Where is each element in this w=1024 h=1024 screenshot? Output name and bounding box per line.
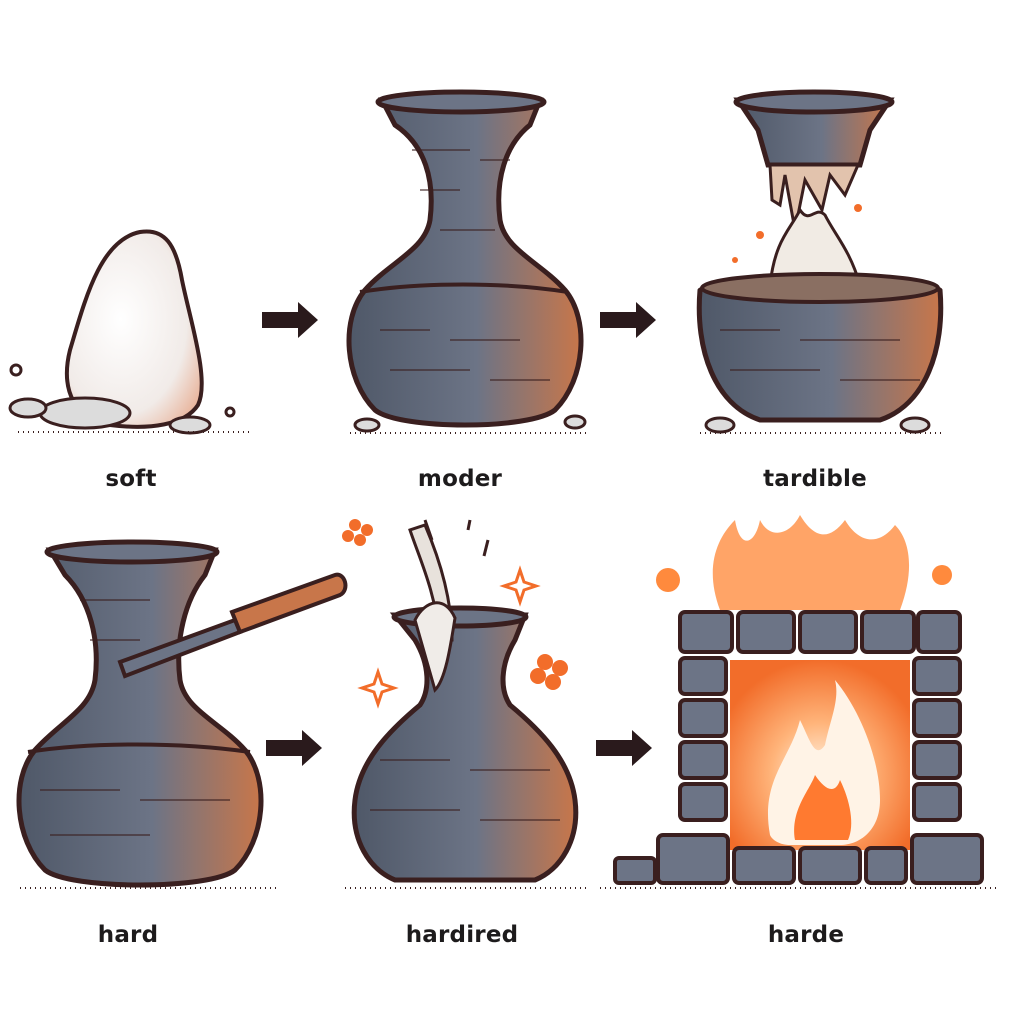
arrow-right-icon bbox=[596, 730, 652, 766]
arrow-right-icon bbox=[600, 302, 656, 338]
stage-label-harde: harde bbox=[767, 922, 845, 948]
stage-label-soft: soft bbox=[105, 466, 157, 492]
soft-clay-lump-icon bbox=[8, 229, 250, 435]
vase-with-tool-icon bbox=[16, 539, 348, 889]
stage-label-tardible: tardible bbox=[763, 466, 867, 492]
melting-clay-bowl-icon bbox=[696, 89, 945, 434]
stage-label-moder: moder bbox=[417, 466, 503, 492]
clay-vase-icon bbox=[346, 89, 590, 434]
arrow-right-icon bbox=[266, 730, 322, 766]
stage-label-hard: hard bbox=[97, 922, 159, 948]
vase-being-filled-icon bbox=[342, 519, 590, 889]
flower-sparkle-icon bbox=[342, 519, 568, 690]
stage-label-hardired: hardired bbox=[405, 922, 519, 948]
star-sparkle-icon bbox=[357, 565, 541, 709]
kiln-fire-icon bbox=[600, 515, 1000, 889]
arrow-right-icon bbox=[262, 302, 318, 338]
